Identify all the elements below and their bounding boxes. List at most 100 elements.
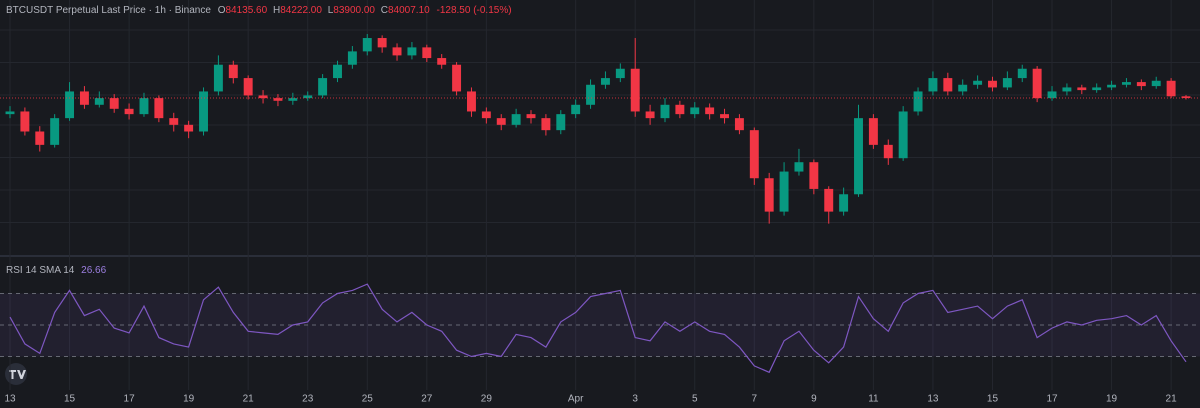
- logo: [5, 363, 27, 385]
- candle-body: [496, 118, 506, 125]
- ohlc-value: 84135.60: [225, 5, 267, 16]
- candle-body: [169, 118, 179, 125]
- candle-body: [213, 64, 223, 92]
- candle-body: [809, 162, 819, 189]
- candle-body: [973, 80, 983, 85]
- rsi-header: RSI 14 SMA 14 26.66: [6, 265, 107, 276]
- ohlc-key: C: [381, 5, 388, 16]
- candle-body: [50, 118, 60, 145]
- rsi-title: RSI 14 SMA 14: [6, 265, 75, 276]
- x-tick-label: Apr: [568, 394, 584, 405]
- rsi-value: 26.66: [81, 265, 106, 276]
- candle-body: [65, 91, 75, 119]
- ohlc-key: H: [273, 5, 280, 16]
- candle-body: [377, 38, 387, 48]
- candle-body: [660, 104, 670, 119]
- x-tick-label: 19: [183, 394, 195, 405]
- x-tick-label: 15: [64, 394, 76, 405]
- candle-body: [749, 130, 759, 179]
- x-tick-label: 7: [752, 394, 758, 405]
- candle-body: [1136, 82, 1146, 87]
- x-tick-label: 17: [124, 394, 136, 405]
- candle-body: [392, 47, 402, 56]
- rsi-line: [9, 283, 1187, 374]
- candle-body: [854, 118, 863, 195]
- candle-body: [422, 47, 432, 59]
- candle-body: [1181, 96, 1191, 99]
- ohlc-value: 84007.10: [388, 5, 430, 16]
- candle-body: [1062, 87, 1072, 92]
- candle-body: [303, 95, 313, 99]
- candle-body: [988, 80, 997, 88]
- candle-body: [1077, 87, 1087, 91]
- candle-body: [1047, 91, 1057, 99]
- candle-body: [288, 98, 298, 101]
- x-tick-label: 23: [302, 394, 314, 405]
- ohlc-key: L: [328, 5, 334, 16]
- candle-body: [720, 114, 729, 119]
- candle-body: [5, 111, 15, 115]
- symbol: BTCUSDT Perpetual Last Price · 1h · Bina…: [6, 5, 211, 16]
- x-tick-label: 27: [421, 394, 433, 405]
- candle-body: [526, 114, 536, 119]
- candle-body: [333, 64, 342, 79]
- change: -128.50 (-0.15%): [437, 5, 512, 16]
- candle-body: [1166, 80, 1176, 97]
- candle-body: [94, 98, 104, 105]
- candle-body: [615, 68, 625, 79]
- candle-body: [1107, 84, 1117, 88]
- candle-body: [541, 118, 551, 131]
- x-tick-label: 19: [1106, 394, 1118, 405]
- candle-body: [407, 47, 417, 56]
- candle-body: [20, 111, 30, 132]
- candle-body: [824, 188, 834, 212]
- candle-body: [1121, 82, 1131, 85]
- candle-body: [199, 91, 208, 132]
- candle-body: [1092, 87, 1102, 91]
- x-tick-label: 25: [362, 394, 374, 405]
- x-tick-label: 13: [927, 394, 939, 405]
- candle-body: [645, 111, 655, 119]
- candle-body: [184, 124, 194, 132]
- candle-body: [1002, 78, 1012, 88]
- candle-body: [124, 108, 134, 115]
- candle-body: [764, 178, 774, 212]
- ohlc-value: 83900.00: [333, 5, 375, 16]
- chart-header: BTCUSDT Perpetual Last Price · 1h · Bina…: [6, 5, 512, 16]
- candle-body: [705, 107, 715, 115]
- candle-body: [318, 78, 328, 96]
- candle-body: [362, 38, 372, 52]
- candle-body: [556, 114, 566, 131]
- candle-body: [258, 95, 268, 99]
- candle-body: [35, 131, 45, 145]
- candle-body: [452, 64, 462, 92]
- candle-body: [898, 111, 908, 159]
- candle-body: [779, 171, 789, 212]
- candle-body: [913, 91, 923, 112]
- x-tick-label: 15: [987, 394, 999, 405]
- x-tick-label: 5: [692, 394, 698, 405]
- ohlc-value: 84222.00: [280, 5, 322, 16]
- candle-body: [511, 114, 521, 125]
- candle-body: [794, 162, 804, 172]
- candle-body: [883, 144, 893, 159]
- candle-body: [675, 104, 685, 115]
- candle-body: [228, 64, 238, 79]
- candle-body: [690, 107, 700, 115]
- x-tick-label: 13: [4, 394, 16, 405]
- candle-body: [571, 104, 581, 115]
- x-tick-label: 9: [811, 394, 817, 405]
- candle-body: [630, 68, 640, 112]
- candle-body: [1151, 80, 1161, 87]
- candle-body: [958, 84, 968, 92]
- candle-body: [928, 78, 938, 92]
- x-tick-label: 21: [243, 394, 255, 405]
- x-tick-label: 11: [868, 394, 879, 405]
- candle-body: [943, 78, 953, 92]
- candle-body: [839, 194, 849, 212]
- x-tick-label: 21: [1166, 394, 1178, 405]
- candle-body: [734, 118, 744, 131]
- x-tick-label: 17: [1046, 394, 1058, 405]
- candle-body: [154, 98, 164, 119]
